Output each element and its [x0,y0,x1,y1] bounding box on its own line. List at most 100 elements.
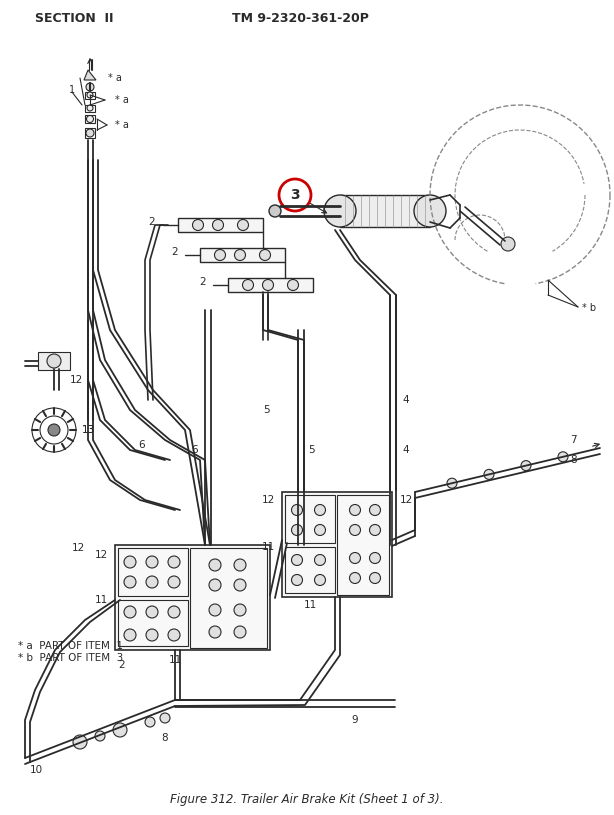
Circle shape [243,280,254,290]
Circle shape [349,553,360,563]
Circle shape [292,554,303,566]
Circle shape [193,219,203,231]
Circle shape [314,554,325,566]
Circle shape [314,525,325,535]
Text: 11: 11 [303,600,317,610]
Bar [228,278,313,292]
Circle shape [146,576,158,588]
Circle shape [292,525,303,535]
Circle shape [73,735,87,749]
Circle shape [234,604,246,616]
Circle shape [558,452,568,462]
Circle shape [168,576,180,588]
Circle shape [314,575,325,585]
Circle shape [484,469,494,479]
Text: 5: 5 [308,445,314,455]
Bar [85,92,95,99]
Circle shape [314,504,325,516]
Text: 2: 2 [171,247,178,257]
Text: 9: 9 [352,715,359,725]
Circle shape [234,626,246,638]
Circle shape [160,713,170,723]
Text: * a: * a [108,73,122,83]
Circle shape [124,556,136,568]
Bar [85,115,95,123]
Circle shape [214,249,225,261]
Circle shape [209,626,221,638]
Circle shape [414,195,446,227]
Circle shape [168,606,180,618]
Circle shape [212,219,223,231]
Bar [190,548,267,648]
Text: 2: 2 [200,277,206,287]
Text: 5: 5 [263,405,270,415]
Text: 2: 2 [149,217,155,227]
Circle shape [146,606,158,618]
Bar [85,105,95,112]
Circle shape [501,237,515,251]
Circle shape [95,731,105,741]
Text: * a  PART OF ITEM  1: * a PART OF ITEM 1 [18,641,123,651]
Circle shape [47,354,61,368]
Circle shape [145,717,155,727]
Text: 11: 11 [95,595,108,605]
Circle shape [349,572,360,584]
Text: * a: * a [115,95,129,105]
Bar [178,218,263,232]
Text: 13: 13 [82,425,95,435]
Circle shape [209,579,221,591]
Circle shape [447,478,457,488]
Bar [285,495,335,543]
Bar [340,195,430,227]
Circle shape [168,556,180,568]
Bar [118,600,188,646]
Text: SECTION  II: SECTION II [35,11,114,24]
Circle shape [287,280,298,290]
Circle shape [124,606,136,618]
Text: 12: 12 [262,495,275,505]
Circle shape [370,553,381,563]
Circle shape [370,525,381,535]
Text: 8: 8 [570,455,577,465]
Text: 13: 13 [82,425,95,435]
Circle shape [87,92,93,98]
Circle shape [87,105,93,111]
Circle shape [238,219,249,231]
Circle shape [209,559,221,571]
Circle shape [349,525,360,535]
Text: 4: 4 [402,445,409,455]
Text: 11: 11 [168,655,182,665]
Text: 12: 12 [95,550,108,560]
Text: 2: 2 [118,660,125,670]
Circle shape [146,556,158,568]
Bar [200,248,285,262]
Bar [118,548,188,596]
Text: 6: 6 [192,445,198,455]
Circle shape [370,572,381,584]
Circle shape [260,249,271,261]
Circle shape [124,629,136,641]
Text: 11: 11 [262,542,275,552]
Text: 6: 6 [138,440,145,450]
Circle shape [269,205,281,217]
Bar [337,495,389,595]
Circle shape [234,579,246,591]
Text: * b: * b [582,303,596,313]
Circle shape [86,83,94,91]
Text: 12: 12 [400,495,413,505]
Text: 1: 1 [69,85,75,95]
Circle shape [235,249,246,261]
Bar [38,352,70,370]
Text: 8: 8 [161,733,168,743]
Circle shape [124,576,136,588]
Text: 12: 12 [72,543,85,553]
Circle shape [87,116,93,122]
Circle shape [324,195,356,227]
Circle shape [86,129,94,137]
Bar [282,492,392,597]
Text: TM 9-2320-361-20P: TM 9-2320-361-20P [231,11,368,24]
Circle shape [370,504,381,516]
Bar [285,547,335,593]
Text: * b  PART OF ITEM  3: * b PART OF ITEM 3 [18,653,123,663]
Text: 3: 3 [290,188,300,202]
